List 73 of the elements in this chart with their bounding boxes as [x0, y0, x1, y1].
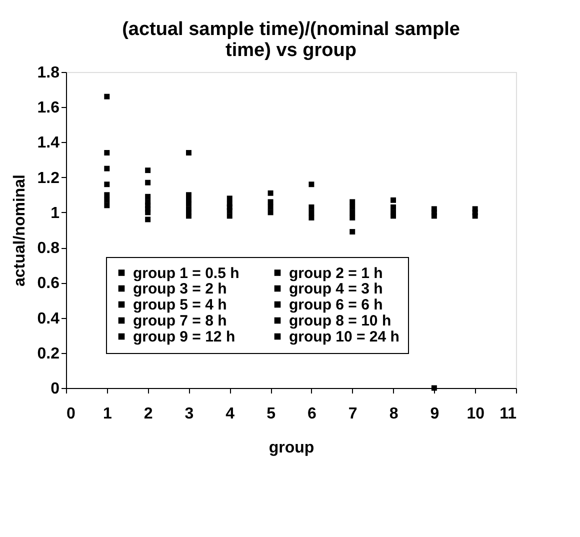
point: [472, 213, 478, 219]
point: [268, 199, 274, 205]
y-tick-label: 1.6: [37, 100, 60, 117]
point: [268, 190, 274, 196]
point: [308, 182, 314, 188]
point: [145, 180, 151, 186]
legend-label: group 10 = 24 h: [289, 328, 400, 346]
point: [104, 94, 110, 100]
point: [350, 204, 356, 210]
legend-label: group 8 = 10 h: [289, 312, 392, 330]
point: [104, 150, 110, 156]
x-tick-label: 2: [144, 406, 153, 422]
point: [186, 192, 192, 198]
point: [308, 204, 314, 210]
legend-label: group 5 = 4 h: [133, 296, 227, 314]
x-tick-label: 7: [348, 406, 358, 422]
point: [226, 208, 232, 214]
legend-label: group 9 = 12 h: [133, 328, 236, 346]
point: [431, 213, 437, 219]
point: [390, 204, 396, 210]
y-tick-label: 1: [50, 204, 60, 222]
x-tick-label: 3: [184, 406, 194, 422]
point: [350, 199, 356, 205]
point: [350, 229, 356, 234]
x-axis-title: group: [268, 440, 314, 456]
x-tick-label: 4: [226, 406, 235, 422]
y-tick-label: 1.4: [37, 134, 60, 152]
y-tick-label: 0.8: [37, 240, 60, 258]
point: [145, 194, 151, 200]
point: [104, 197, 110, 203]
point: [390, 197, 396, 203]
point: [308, 214, 314, 220]
point: [308, 210, 314, 216]
x-tick-label: 11: [500, 406, 517, 422]
point: [186, 150, 192, 156]
x-tick-label: 0: [66, 406, 76, 422]
legend-label: group 7 = 8 h: [133, 312, 227, 330]
chart-title: (actual sample time)/(nominal sample time) vs group: [122, 19, 460, 61]
point: [186, 213, 192, 219]
legend-label: group 2 = 1 h: [289, 264, 383, 282]
point: [186, 200, 192, 206]
point: [104, 166, 110, 172]
legend-label: group 1 = 0.5 h: [133, 264, 240, 282]
point: [145, 216, 151, 222]
legend-label: group 6 = 6 h: [289, 296, 383, 314]
x-tick-label: 10: [466, 406, 485, 422]
point: [145, 210, 151, 216]
x-tick-label: 9: [430, 406, 440, 422]
point: [268, 204, 274, 210]
point: [104, 202, 110, 208]
y-tick-label: 0.4: [37, 310, 60, 328]
y-axis-title: actual/nominal: [11, 174, 28, 287]
y-tick-label: 1.8: [37, 64, 60, 82]
x-tick-label: 8: [389, 406, 398, 422]
y-tick-label: 1.2: [37, 170, 60, 187]
point: [145, 168, 151, 174]
x-tick-label: 6: [308, 406, 316, 422]
point: [104, 182, 110, 188]
legend-label: group 4 = 3 h: [289, 280, 383, 298]
point: [226, 196, 232, 202]
y-tick-label: 0: [50, 380, 60, 398]
point: [226, 213, 232, 219]
point: [350, 210, 356, 216]
point: [431, 385, 437, 391]
legend-label: group 3 = 2 h: [133, 280, 227, 298]
y-tick-label: 0.2: [37, 345, 60, 362]
x-tick-label: 1: [102, 406, 112, 422]
x-tick-label: 5: [266, 406, 276, 422]
y-tick-label: 0.6: [37, 275, 60, 292]
point: [268, 210, 274, 216]
point: [350, 214, 356, 220]
point: [390, 213, 396, 219]
point: [104, 192, 110, 198]
